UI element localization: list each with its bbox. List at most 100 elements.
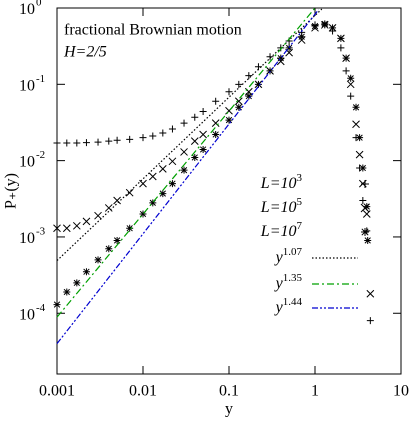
fit-line [56, 8, 323, 262]
data-point [199, 108, 207, 116]
legend-marker [361, 228, 369, 236]
data-point [211, 119, 220, 127]
data-point [342, 54, 350, 62]
data-point [356, 134, 364, 142]
legend-sup: 1.44 [283, 296, 303, 308]
data-point [245, 72, 253, 80]
data-point [125, 188, 134, 197]
y-tick-base: 10 [19, 1, 35, 18]
legend-label: y1.44 [274, 296, 303, 316]
data-point [168, 125, 176, 133]
data-point [180, 119, 188, 127]
data-point [149, 132, 157, 140]
data-point [62, 224, 71, 233]
data-point [359, 164, 367, 172]
data-point [245, 92, 253, 100]
data-point [168, 180, 176, 188]
data-point [225, 88, 233, 96]
data-point [158, 165, 167, 173]
data-point [53, 301, 61, 309]
data-point [63, 288, 71, 296]
data-point [63, 139, 71, 147]
data-point [168, 157, 177, 166]
data-point [352, 103, 360, 111]
data-point [321, 20, 329, 28]
legend-label: y1.35 [274, 272, 303, 292]
data-point [190, 137, 199, 146]
data-point [105, 137, 113, 145]
data-point [366, 317, 374, 325]
data-point [362, 210, 371, 218]
legend-label: L=103 [260, 172, 303, 192]
data-point [159, 129, 167, 137]
legend-label: L=107 [260, 220, 303, 240]
data-point [235, 80, 243, 88]
data-point [359, 197, 367, 205]
legend-name: y [274, 299, 284, 316]
data-point [180, 166, 188, 174]
y-tick-label: 10 [19, 77, 35, 94]
data-point [191, 113, 199, 121]
data-point [82, 139, 90, 147]
data-point [126, 135, 134, 143]
y-tick-label: 10 [19, 230, 35, 247]
data-point [72, 221, 81, 230]
data-point [148, 172, 157, 181]
data-point [53, 139, 61, 147]
legend-name: L=10 [260, 223, 297, 240]
plot-frame [56, 7, 402, 375]
data-point [235, 103, 243, 111]
data-point [149, 199, 157, 207]
data-point [199, 130, 207, 139]
data-point [113, 196, 121, 205]
y-tick-base: 10 [19, 77, 35, 94]
x-tick-label: 0.01 [129, 383, 157, 400]
data-point [104, 204, 113, 212]
data-point [311, 22, 319, 30]
x-tick-label: 10 [393, 383, 409, 400]
data-point [113, 136, 121, 144]
y-tick-exponent: -2 [36, 149, 45, 161]
y-tick-label: 10 [19, 306, 35, 323]
data-point [94, 256, 102, 264]
data-point [212, 130, 220, 138]
fit-line [56, 7, 316, 318]
data-point [329, 24, 337, 32]
y-tick-exponent: -3 [36, 225, 46, 237]
data-point [73, 139, 81, 147]
legend-sup: 7 [297, 220, 303, 232]
legend-label: y1.07 [274, 246, 303, 266]
data-point [82, 268, 90, 276]
data-point [234, 97, 243, 106]
data-point [105, 245, 113, 253]
data-point [191, 153, 199, 161]
data-point [180, 148, 188, 156]
y-tick-base: 10 [19, 153, 35, 170]
y-tick-exponent: 0 [36, 0, 42, 9]
data-point [212, 97, 220, 105]
legend-sup: 5 [297, 196, 303, 208]
data-point [363, 203, 371, 211]
y-tick-base: 10 [19, 230, 35, 247]
data-point [139, 179, 147, 188]
legend-name: L=10 [260, 175, 297, 192]
y-tick-base: 10 [19, 306, 35, 323]
legend-name: L=10 [260, 199, 297, 216]
data-point [139, 210, 147, 218]
data-point [355, 150, 364, 159]
data-point [53, 224, 61, 233]
legend-sup: 1.07 [283, 246, 303, 258]
y-axis-label: P₊(y) [3, 173, 20, 209]
data-point [254, 80, 262, 88]
annotation: fractional Brownian motion [64, 22, 242, 39]
y-tick-label: 10 [19, 1, 35, 18]
data-point [126, 224, 134, 232]
data-point [94, 138, 102, 146]
data-point [285, 44, 293, 52]
data-point [337, 34, 345, 42]
data-point [342, 67, 350, 75]
data-point [113, 236, 121, 244]
legend-name: y [274, 275, 284, 292]
data-point [225, 116, 233, 124]
